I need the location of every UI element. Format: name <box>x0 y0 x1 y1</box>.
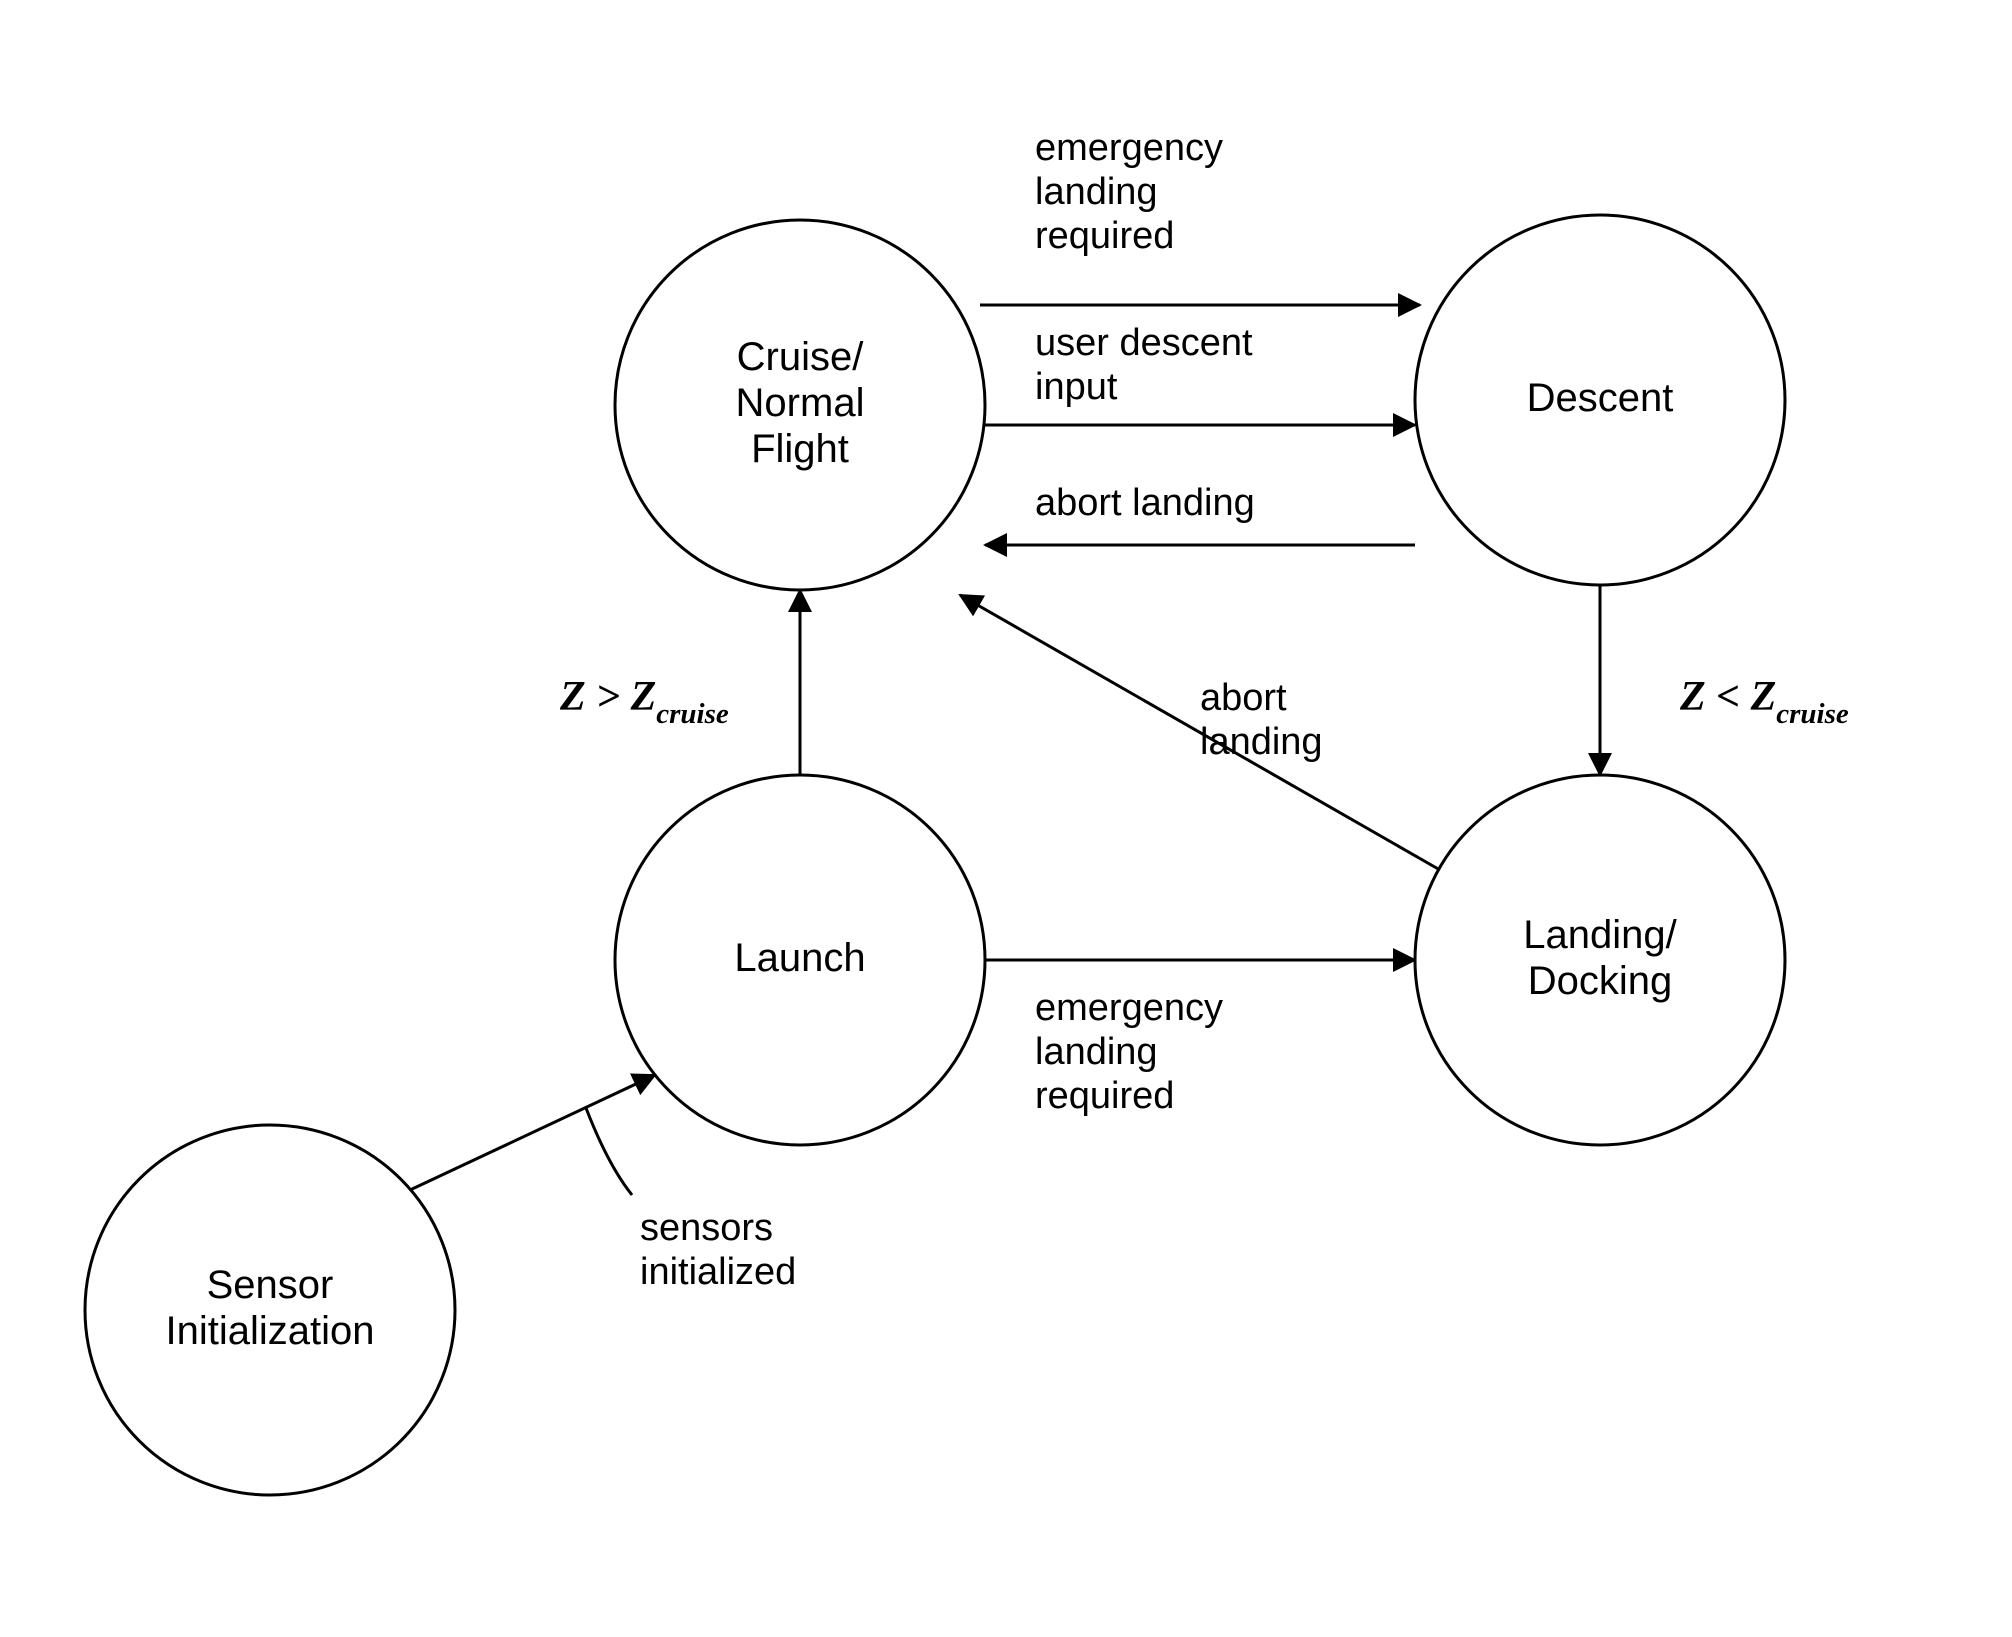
edge-label: abortlanding <box>1200 677 1323 763</box>
node-label: Landing/Docking <box>1523 913 1677 1003</box>
edge-label: sensorsinitialized <box>640 1207 796 1293</box>
edge-launch-to-cruise: Z > Zcruise <box>559 590 800 775</box>
edge-descent-to-landing: Z < Zcruise <box>1600 585 1849 775</box>
node-landing: Landing/Docking <box>1415 775 1785 1145</box>
edge-cruise-to-descent-user: user descentinput <box>985 322 1415 425</box>
edge-label: Z > Zcruise <box>559 674 729 730</box>
edge-cruise-to-descent-emergency: emergencylandingrequired <box>980 127 1420 305</box>
node-label: Launch <box>734 936 865 980</box>
node-label: SensorInitialization <box>165 1263 374 1353</box>
edges-group: sensorsinitialized Z > Zcruise emergencyla… <box>410 127 1849 1293</box>
node-label: Descent <box>1527 376 1674 420</box>
state-diagram: sensorsinitialized Z > Zcruise emergencyla… <box>0 0 2012 1637</box>
node-launch: Launch <box>615 775 985 1145</box>
edge-landing-to-cruise-abort: abortlanding <box>960 595 1440 870</box>
node-sensor: SensorInitialization <box>85 1125 455 1495</box>
edge-label: emergencylandingrequired <box>1035 127 1223 257</box>
edge-label: Z < Zcruise <box>1679 674 1849 730</box>
node-cruise: Cruise/NormalFlight <box>615 220 985 590</box>
edge-descent-to-cruise-abort: abort landing <box>985 482 1415 545</box>
nodes-group: SensorInitialization Launch Cruise/NormalF… <box>85 215 1785 1495</box>
edge-sensor-to-launch: sensorsinitialized <box>410 1075 796 1293</box>
node-label: Cruise/NormalFlight <box>736 335 865 471</box>
edge-label: abort landing <box>1035 482 1255 524</box>
edge-callout <box>586 1108 632 1195</box>
edge-label: emergencylandingrequired <box>1035 987 1223 1117</box>
edge-label: user descentinput <box>1035 322 1253 408</box>
node-descent: Descent <box>1415 215 1785 585</box>
edge-launch-to-landing-emergency: emergencylandingrequired <box>985 960 1415 1117</box>
